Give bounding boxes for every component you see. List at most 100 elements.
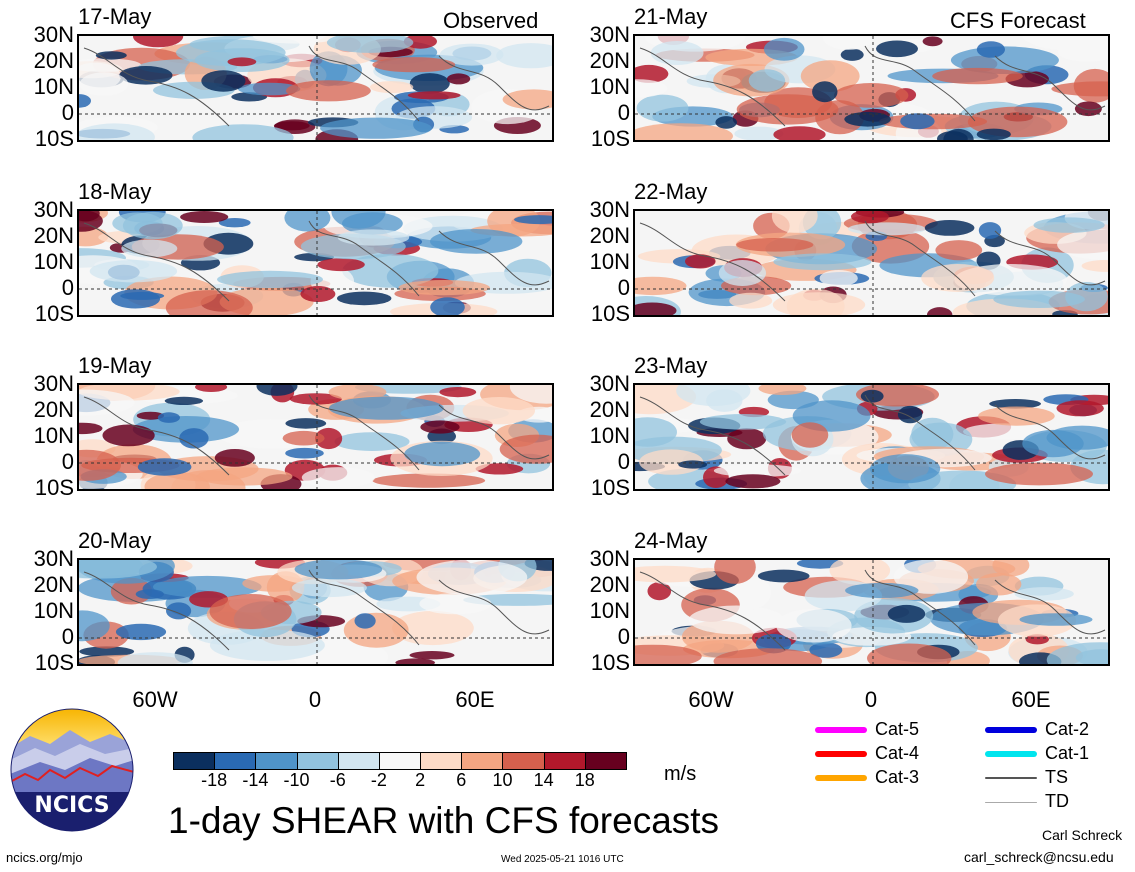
panel-date: 21-May — [634, 4, 708, 29]
lon-label: 60E — [1011, 687, 1051, 712]
lat-label: 10N — [33, 598, 74, 623]
lat-label: 0 — [617, 100, 630, 125]
shear-map-panel — [633, 383, 1110, 491]
lat-label: 30N — [33, 197, 74, 222]
lat-label: 10N — [589, 249, 630, 274]
lat-label: 10N — [589, 74, 630, 99]
lon-label: 60W — [688, 687, 734, 712]
legend-line-swatch — [815, 775, 867, 781]
logo-text: NCICS — [34, 793, 109, 818]
colorbar-tick-label: -6 — [329, 770, 346, 790]
lon-label: 0 — [864, 687, 878, 712]
lat-label: 30N — [589, 22, 630, 47]
colorbar-swatch — [378, 752, 422, 770]
lat-label: 10S — [34, 475, 74, 500]
colorbar-tick-label: -2 — [370, 770, 387, 790]
lat-label: 0 — [617, 624, 630, 649]
lat-label: 10N — [33, 74, 74, 99]
colorbar-swatch — [214, 752, 257, 770]
colorbar-tick-label: 10 — [492, 770, 513, 790]
legend-label: TS — [1045, 767, 1069, 787]
lon-label: 60E — [455, 687, 495, 712]
colorbar-swatch — [296, 752, 339, 770]
forecast-heading: CFS Forecast — [950, 8, 1086, 33]
panel-date: 24-May — [634, 528, 708, 553]
lat-label: 20N — [589, 397, 630, 422]
lat-label: 30N — [589, 546, 630, 571]
shear-map-panel — [77, 34, 554, 142]
lat-label: 10S — [34, 650, 74, 675]
legend-line-swatch — [815, 727, 867, 733]
lat-label: 10S — [590, 126, 630, 151]
lat-label: 20N — [33, 48, 74, 73]
lat-label: 20N — [33, 397, 74, 422]
legend-label: Cat-2 — [1045, 719, 1090, 739]
legend-line-swatch — [985, 727, 1037, 733]
lat-label: 0 — [617, 449, 630, 474]
lat-label: 0 — [61, 624, 74, 649]
shear-map-panel — [77, 209, 554, 317]
lat-label: 20N — [33, 223, 74, 248]
ncics-logo: NCICS — [10, 708, 134, 832]
lat-label: 10N — [589, 598, 630, 623]
lat-label: 30N — [33, 546, 74, 571]
lat-label: 10S — [34, 126, 74, 151]
colorbar-tick-label: -14 — [242, 770, 269, 790]
lon-label: 60W — [132, 687, 178, 712]
panel-date: 23-May — [634, 353, 708, 378]
legend-line-swatch — [985, 751, 1037, 757]
lat-label: 30N — [33, 371, 74, 396]
lat-label: 10S — [34, 301, 74, 326]
observed-heading: Observed — [443, 8, 539, 33]
author-email[interactable]: carl_schreck@ncsu.edu — [964, 849, 1114, 865]
legend-line-swatch — [815, 751, 867, 757]
author-name: Carl Schreck — [1042, 827, 1123, 843]
lat-label: 0 — [61, 100, 74, 125]
legend-line-swatch — [985, 802, 1037, 803]
colorbar-tick-label: 2 — [415, 770, 426, 790]
legend-label: Cat-5 — [875, 719, 920, 739]
lat-label: 10S — [590, 475, 630, 500]
lat-label: 10S — [590, 650, 630, 675]
colorbar-swatch — [337, 752, 380, 770]
colorbar-swatch — [461, 752, 504, 770]
lat-label: 0 — [617, 275, 630, 300]
shear-map-panel — [77, 383, 554, 491]
lat-label: 20N — [33, 572, 74, 597]
lat-label: 10S — [590, 301, 630, 326]
shear-map-panel — [77, 558, 554, 666]
colorbar-swatch — [173, 752, 216, 770]
panel-date: 19-May — [78, 353, 152, 378]
lat-label: 10N — [589, 423, 630, 448]
lon-label: 0 — [308, 687, 322, 712]
timestamp: Wed 2025-05-21 1016 UTC — [501, 854, 624, 865]
colorbar-swatch — [543, 752, 586, 770]
lat-label: 10N — [33, 423, 74, 448]
colorbar-unit: m/s — [664, 763, 697, 785]
legend-label: TD — [1045, 791, 1069, 811]
colorbar-swatch — [584, 752, 627, 770]
colorbar-tick-label: 6 — [456, 770, 467, 790]
lat-label: 20N — [589, 223, 630, 248]
lat-label: 10N — [33, 249, 74, 274]
footer-link[interactable]: ncics.org/mjo — [6, 850, 83, 865]
lat-label: 30N — [589, 197, 630, 222]
shear-map-panel — [633, 209, 1110, 317]
lat-label: 30N — [589, 371, 630, 396]
panel-date: 20-May — [78, 528, 152, 553]
lat-label: 20N — [589, 48, 630, 73]
colorbar-tick-label: -10 — [283, 770, 310, 790]
panel-date: 17-May — [78, 4, 152, 29]
legend-line-swatch — [985, 777, 1037, 779]
lat-label: 0 — [61, 275, 74, 300]
legend-label: Cat-3 — [875, 767, 920, 787]
panel-date: 18-May — [78, 179, 152, 204]
colorbar-tick-label: -18 — [201, 770, 228, 790]
chart-title: 1-day SHEAR with CFS forecasts — [168, 800, 720, 841]
legend-label: Cat-1 — [1045, 743, 1090, 763]
shear-map-panel — [633, 558, 1110, 666]
lat-label: 20N — [589, 572, 630, 597]
colorbar-swatch — [255, 752, 298, 770]
colorbar-swatch — [420, 752, 463, 770]
lat-label: 30N — [33, 22, 74, 47]
